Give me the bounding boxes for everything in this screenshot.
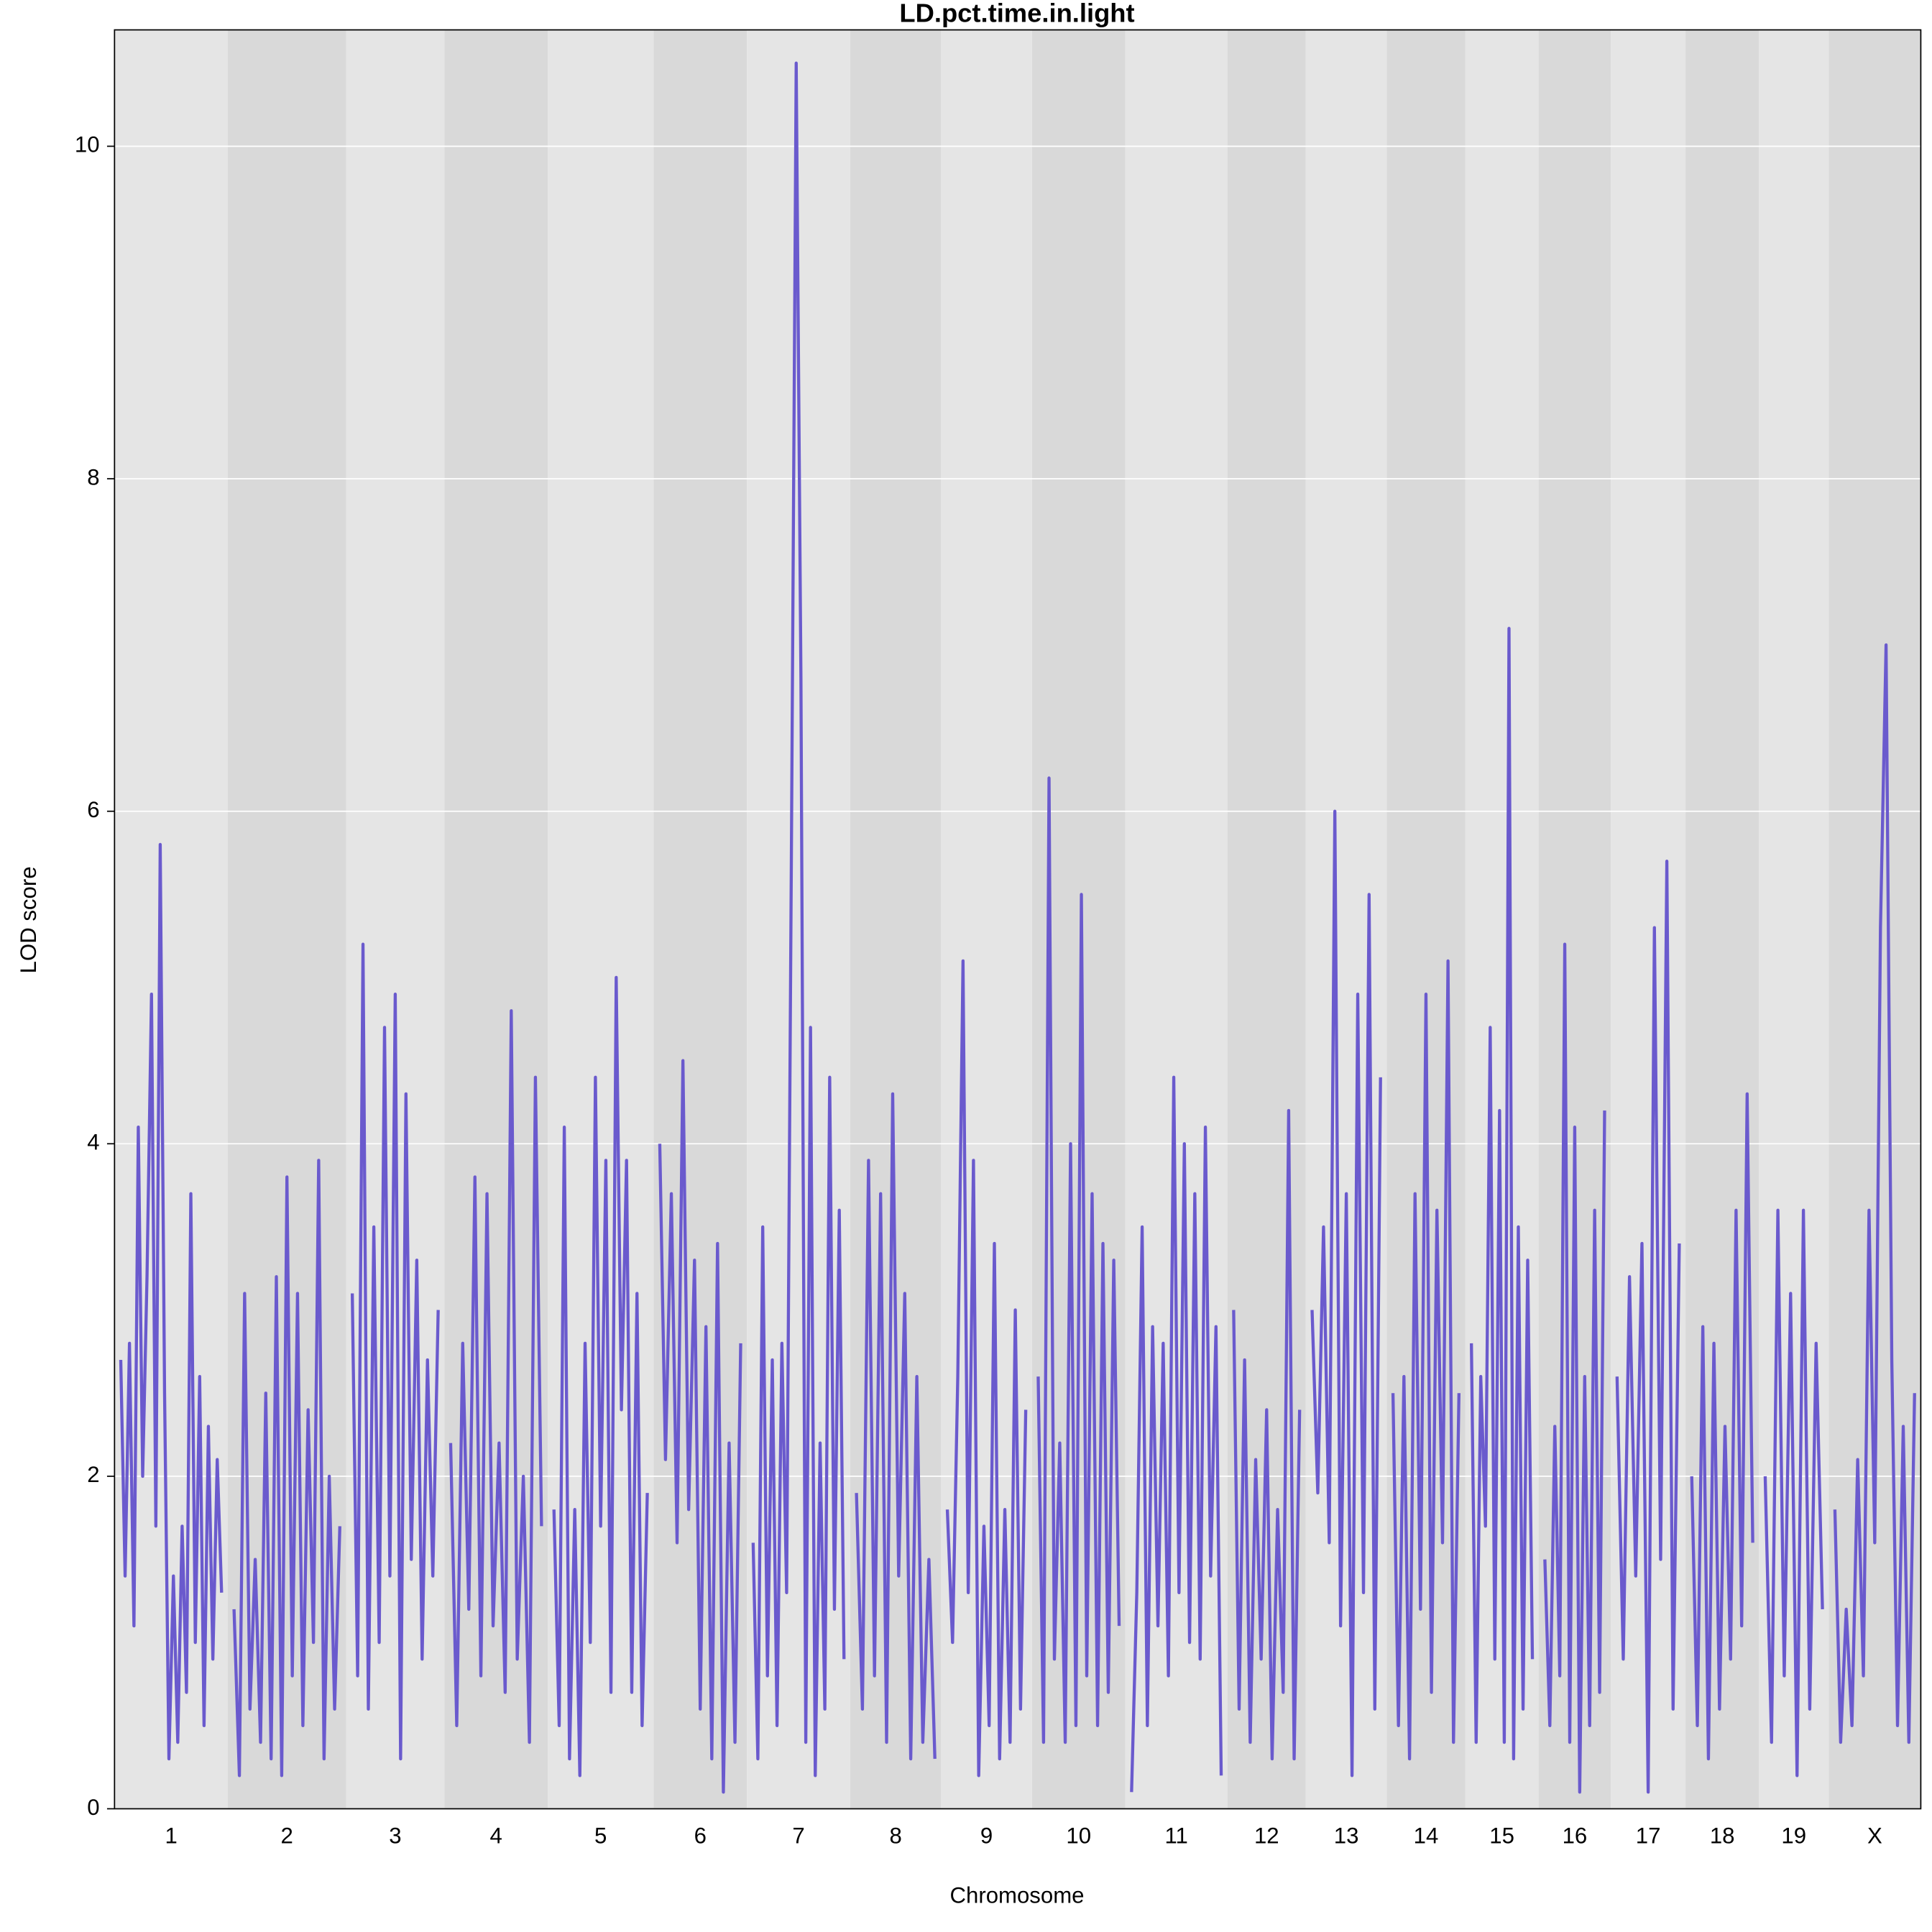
lod-line: [1310, 809, 1382, 1777]
lod-line: [1833, 643, 1916, 1744]
x-tick-label: 4: [490, 1823, 502, 1849]
chromosome-band: [346, 29, 445, 1809]
lod-line: [119, 842, 224, 1761]
x-tick-label: 8: [889, 1823, 901, 1849]
x-axis-label: Chromosome: [950, 1883, 1085, 1908]
y-tick-label: 8: [87, 464, 99, 489]
x-tick-label: 17: [1636, 1823, 1661, 1849]
lod-line: [350, 942, 440, 1761]
plot-border: [114, 29, 1922, 1810]
lod-line: [448, 1009, 543, 1744]
x-tick-label: X: [1867, 1823, 1882, 1849]
x-tick-label: 1: [165, 1823, 177, 1849]
lod-line: [1615, 860, 1681, 1794]
x-tick-label: 16: [1563, 1823, 1588, 1849]
x-tick-label: 19: [1781, 1823, 1806, 1849]
y-tick-label: 2: [87, 1462, 99, 1487]
x-tick-label: 13: [1334, 1823, 1359, 1849]
lod-line: [945, 959, 1028, 1777]
x-tick-label: 7: [792, 1823, 804, 1849]
lod-line: [1391, 959, 1461, 1761]
x-tick-label: 18: [1710, 1823, 1735, 1849]
lod-line: [1232, 1108, 1302, 1761]
x-tick-label: 6: [694, 1823, 707, 1849]
lod-line: [1543, 942, 1606, 1794]
y-tick-label: 6: [87, 797, 99, 822]
y-tick-label: 4: [87, 1130, 99, 1155]
x-tick-label: 15: [1489, 1823, 1514, 1849]
x-tick-label: 14: [1414, 1823, 1439, 1849]
chart-title: LD.pct.time.in.light: [899, 0, 1134, 27]
y-tick-label: 0: [87, 1795, 99, 1820]
x-tick-label: 10: [1066, 1823, 1091, 1849]
lod-line: [1036, 776, 1121, 1744]
lod-line: [1130, 1075, 1223, 1793]
lod-line: [232, 1159, 341, 1777]
lod-lines: [119, 61, 1916, 1794]
x-tick-label: 11: [1165, 1823, 1188, 1849]
lod-line: [1763, 1208, 1824, 1777]
lod-line: [855, 1092, 937, 1761]
x-tick-label: 9: [980, 1823, 993, 1849]
y-axis-label: LOD score: [16, 866, 41, 973]
lod-line: [552, 975, 649, 1777]
x-tick-label: 2: [281, 1823, 293, 1849]
y-tick-label: 10: [75, 132, 100, 157]
x-tick-label: 3: [389, 1823, 401, 1849]
lod-line: [751, 61, 846, 1777]
lod-line: [1690, 1092, 1754, 1761]
x-tick-label: 12: [1254, 1823, 1279, 1849]
x-tick-label: 5: [594, 1823, 607, 1849]
chromosome-band: [653, 29, 748, 1809]
lod-line: [658, 1059, 742, 1794]
chromosome-band: [548, 29, 654, 1809]
chromosome-band: [1227, 29, 1306, 1809]
lod-line: [1470, 627, 1535, 1761]
